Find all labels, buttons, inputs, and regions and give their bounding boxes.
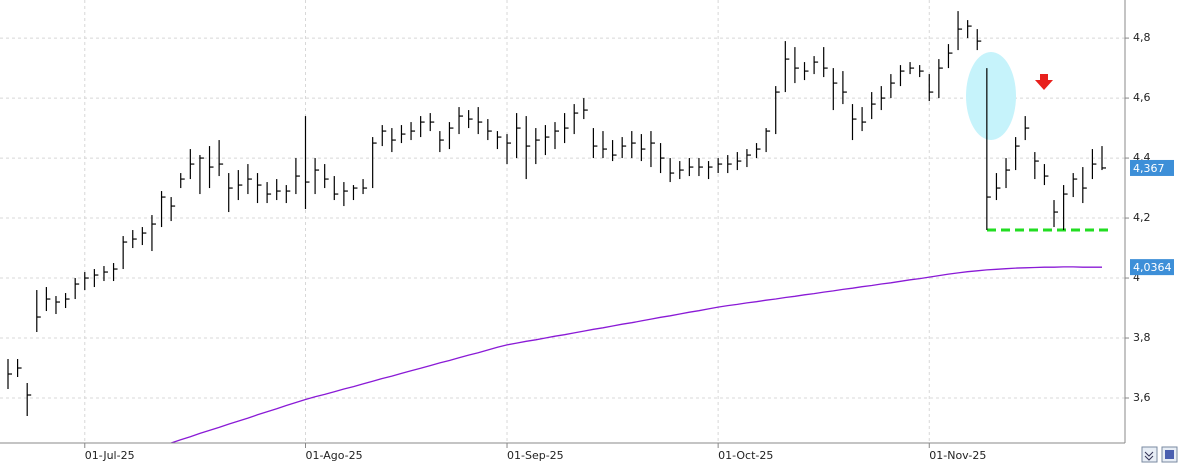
x-tick-label: 01-Nov-25 [929, 449, 986, 462]
down-arrow [1035, 74, 1053, 90]
y-tick-label: 4,6 [1133, 91, 1151, 104]
grid [0, 0, 1125, 443]
scroll-icon [1144, 451, 1154, 461]
last-value-badge [1130, 159, 1174, 176]
highlight-ellipse [966, 52, 1016, 140]
marks [7, 11, 1112, 443]
y-tick-label: 4,8 [1133, 31, 1151, 44]
save-icon [1165, 450, 1174, 459]
y-tick-label: 3,6 [1133, 391, 1151, 404]
x-tick-label: 01-Oct-25 [718, 449, 773, 462]
x-tick-label: 01-Jul-25 [85, 449, 135, 462]
y-tick-label: 4 [1133, 271, 1140, 284]
moving-average-line [170, 266, 1102, 443]
x-tick-label: 01-Sep-25 [507, 449, 564, 462]
y-tick-label: 4,2 [1133, 211, 1151, 224]
last-value-badge [1130, 259, 1174, 276]
x-tick-label: 01-Ago-25 [305, 449, 362, 462]
last-value-label: 4,367 [1133, 162, 1165, 175]
last-value-label: 4,0364 [1133, 261, 1172, 274]
axes: 4,84,64,44,243,83,601-Jul-25 01-Ago-25 01-… [84, 31, 1174, 462]
scroll-button[interactable] [1141, 446, 1158, 463]
y-tick-label: 3,8 [1133, 331, 1151, 344]
